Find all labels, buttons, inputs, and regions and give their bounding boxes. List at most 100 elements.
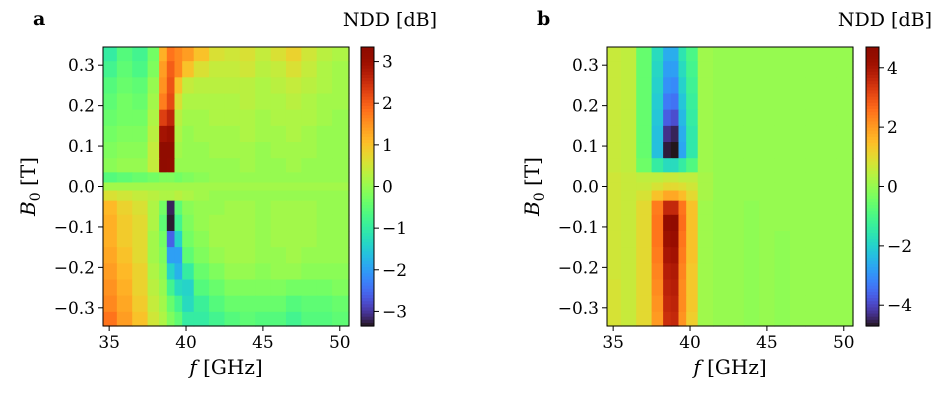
heatmap-cell xyxy=(743,311,760,327)
heatmap-cell xyxy=(224,247,241,264)
heatmap-cell xyxy=(316,172,333,184)
heatmap-cell xyxy=(728,182,745,192)
heatmap-cell xyxy=(836,190,854,202)
colorbar-segment xyxy=(361,130,374,135)
heatmap-cell xyxy=(836,182,854,192)
heatmap-cell xyxy=(678,311,687,327)
colorbar-segment xyxy=(361,118,374,122)
y-tick-label: −0.2 xyxy=(558,258,599,278)
heatmap-cell xyxy=(663,182,672,192)
heatmap-cell xyxy=(663,214,672,232)
colorbar-segment xyxy=(361,288,374,293)
heatmap-cell xyxy=(651,93,664,111)
heatmap-cell xyxy=(789,263,806,281)
colorbar-segment xyxy=(361,109,374,113)
heatmap-cell xyxy=(301,125,318,143)
colorbar-segment xyxy=(866,93,879,98)
colorbar-segment xyxy=(866,279,879,284)
heatmap-cell xyxy=(774,182,791,192)
heatmap-cell xyxy=(239,125,256,143)
colorbar-segment xyxy=(361,214,374,219)
heatmap-cell xyxy=(270,109,287,127)
colorbar-segment xyxy=(866,174,879,178)
heatmap-cell xyxy=(270,263,287,281)
heatmap-cell xyxy=(663,125,672,143)
colorbar-segment xyxy=(866,257,879,262)
heatmap-cell xyxy=(670,172,680,184)
heatmap-cell xyxy=(728,61,745,78)
heatmap-cell xyxy=(103,263,118,281)
heatmap-cell xyxy=(193,109,210,127)
colorbar-segment xyxy=(866,130,879,135)
heatmap-cell xyxy=(193,158,210,173)
heatmap-cell xyxy=(209,190,226,202)
heatmap-cell xyxy=(166,263,176,281)
heatmap-cell xyxy=(774,279,791,297)
heatmap-cell xyxy=(270,230,287,248)
colorbar-segment xyxy=(866,245,879,250)
colorbar-segment xyxy=(361,65,374,70)
y-tick-label: 0.0 xyxy=(68,178,95,198)
heatmap-cell xyxy=(285,311,302,327)
heatmap-cell xyxy=(174,279,183,297)
heatmap-cell xyxy=(759,158,776,173)
colorbar-title: NDD [dB] xyxy=(343,9,437,31)
colorbar-segment xyxy=(361,53,374,57)
heatmap-cell xyxy=(316,214,333,232)
heatmap-cell xyxy=(182,263,195,281)
heatmap-cell xyxy=(159,190,168,202)
heatmap-cell xyxy=(103,200,118,216)
heatmap-cell xyxy=(285,182,302,192)
y-tick-label: −0.1 xyxy=(558,218,599,238)
heatmap-cell xyxy=(332,172,350,184)
heatmap-cell xyxy=(224,214,241,232)
heatmap-cell xyxy=(697,182,714,192)
colorbar-segment xyxy=(866,177,879,181)
colorbar-segment xyxy=(361,223,374,228)
heatmap-cell xyxy=(743,295,760,313)
heatmap-cell xyxy=(774,190,791,202)
heatmap-cell xyxy=(224,93,241,111)
heatmap-cell xyxy=(159,295,168,313)
heatmap-cell xyxy=(159,311,168,327)
heatmap-cell xyxy=(159,61,168,78)
heatmap-cell xyxy=(663,61,672,78)
heatmap-cell xyxy=(332,61,350,78)
heatmap-cell xyxy=(255,93,272,111)
heatmap-cell xyxy=(301,47,318,62)
heatmap-cell xyxy=(270,311,287,327)
heatmap-cell xyxy=(166,47,176,62)
heatmap-cell xyxy=(697,230,714,248)
heatmap-cell xyxy=(132,214,149,232)
heatmap-cell xyxy=(159,172,168,184)
heatmap-cell xyxy=(805,279,822,297)
heatmap-cell xyxy=(663,77,672,95)
heatmap-cell xyxy=(270,77,287,95)
heatmap-cell xyxy=(728,295,745,313)
colorbar-segment xyxy=(361,229,374,234)
heatmap-cell xyxy=(805,247,822,264)
heatmap-cell xyxy=(103,190,118,202)
heatmap-cell xyxy=(805,182,822,192)
heatmap-cell xyxy=(713,214,730,232)
heatmap-cell xyxy=(678,93,687,111)
heatmap-cell xyxy=(607,247,622,264)
heatmap-cell xyxy=(193,93,210,111)
heatmap-cell xyxy=(147,263,160,281)
heatmap-cell xyxy=(697,125,714,143)
heatmap-cell xyxy=(663,263,672,281)
heatmap-cell xyxy=(697,61,714,78)
heatmap-cell xyxy=(636,47,653,62)
heatmap-cell xyxy=(697,295,714,313)
heatmap-cell xyxy=(224,47,241,62)
colorbar-segment xyxy=(866,180,879,184)
heatmap-cell xyxy=(239,295,256,313)
heatmap-cell xyxy=(332,142,350,159)
colorbar-segment xyxy=(361,171,374,175)
y-axis-label: B0 [T] xyxy=(16,157,44,217)
y-tick-label: 0.2 xyxy=(68,97,95,117)
heatmap-cell xyxy=(713,47,730,62)
heatmap-cell xyxy=(132,190,149,202)
heatmap-cell xyxy=(820,214,837,232)
